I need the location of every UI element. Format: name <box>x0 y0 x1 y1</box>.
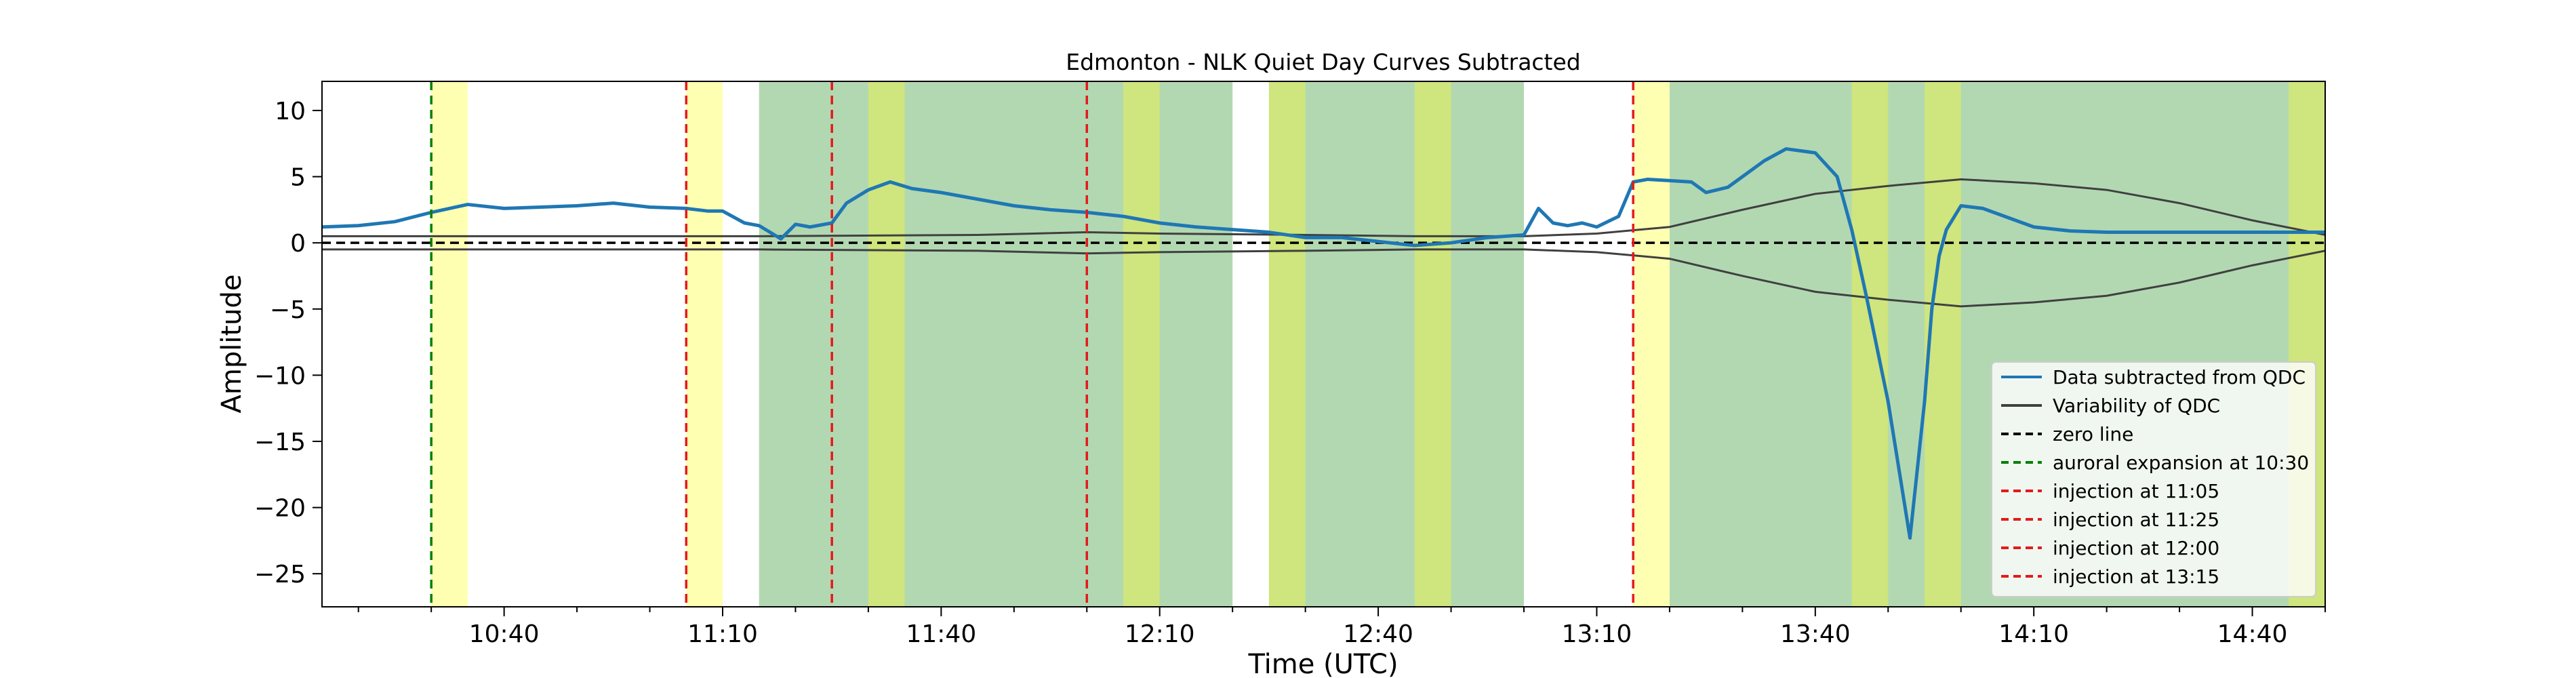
x-tick-label: 11:10 <box>687 620 758 648</box>
yellow-band <box>868 81 905 607</box>
y-axis-label: Amplitude <box>216 275 247 414</box>
yellow-band <box>431 81 468 607</box>
x-tick-label: 13:40 <box>1780 620 1851 648</box>
x-tick-label: 12:40 <box>1343 620 1413 648</box>
legend-label: injection at 11:05 <box>2053 480 2219 502</box>
legend-label: injection at 11:25 <box>2053 509 2219 531</box>
yellow-band <box>1414 81 1451 607</box>
yellow-band <box>1123 81 1160 607</box>
legend: Data subtracted from QDC Variability of Q… <box>1991 361 2316 597</box>
yellow-band <box>1633 81 1670 607</box>
x-tick-label: 12:10 <box>1125 620 1195 648</box>
x-axis-ticks: 10:40 11:10 11:40 12:10 12:40 13:10 13:40 14:10… <box>357 607 2326 648</box>
yellow-band <box>1851 81 1889 607</box>
x-axis-label: Time (UTC) <box>1247 649 1398 678</box>
data-line <box>321 147 2325 540</box>
legend-label: injection at 12:00 <box>2053 537 2219 559</box>
legend-box <box>1991 361 2316 597</box>
legend-label: Data subtracted from QDC <box>2053 366 2306 388</box>
x-tick-label: 14:10 <box>1998 620 2069 648</box>
y-tick-label: −10 <box>254 362 306 390</box>
y-tick-label: 0 <box>290 230 306 258</box>
legend-label: Variability of QDC <box>2053 395 2220 417</box>
yellow-band <box>1268 81 1306 607</box>
legend-label: injection at 13:15 <box>2053 565 2219 588</box>
green-band <box>1268 81 1524 607</box>
y-tick-label: −5 <box>270 296 306 324</box>
legend-label: zero line <box>2053 423 2133 445</box>
yellow-band <box>686 81 723 607</box>
green-band <box>759 81 1233 607</box>
x-tick-label: 13:10 <box>1562 620 1632 648</box>
plot-frame <box>321 81 2326 607</box>
y-tick-label: −25 <box>254 561 306 589</box>
x-tick-label: 10:40 <box>469 620 540 648</box>
y-axis-ticks: 10 5 0 −5 −10 −15 −20 −25 <box>254 98 322 589</box>
x-tick-label: 11:40 <box>906 620 976 648</box>
y-tick-label: −20 <box>254 495 306 523</box>
y-tick-label: 10 <box>275 98 306 125</box>
y-tick-label: 5 <box>290 164 306 192</box>
x-tick-label: 14:40 <box>2217 620 2288 648</box>
legend-label: auroral expansion at 10:30 <box>2053 452 2309 474</box>
series-layer <box>321 81 2326 607</box>
y-tick-label: −15 <box>254 428 306 456</box>
chart-title: Edmonton - NLK Quiet Day Curves Subtract… <box>1066 49 1581 75</box>
